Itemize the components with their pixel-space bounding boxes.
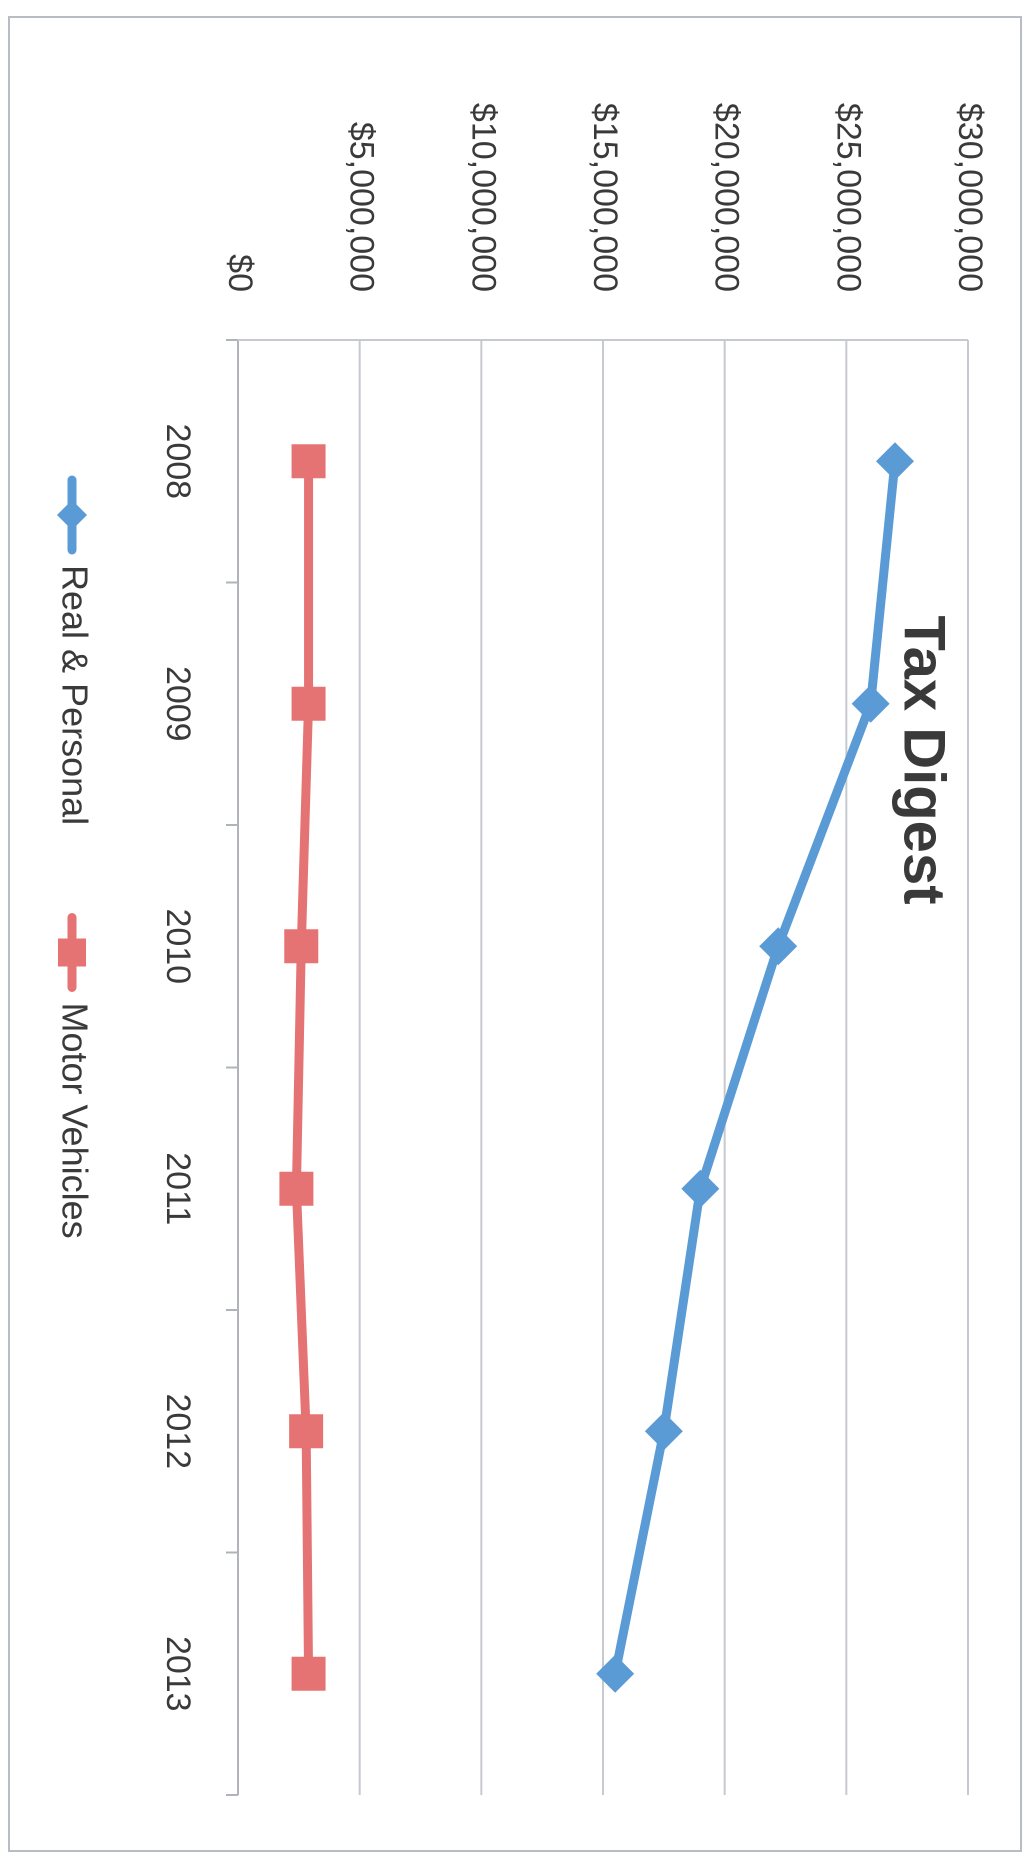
- square-marker: [291, 444, 326, 479]
- legend: Real & Personal Motor Vehicles: [54, 475, 95, 1239]
- series-motor-vehicles: [279, 444, 326, 1691]
- diamond-marker: [681, 1169, 720, 1208]
- legend-label: Motor Vehicles: [54, 1003, 95, 1239]
- square-marker: [279, 1171, 314, 1206]
- gridlines: [358, 340, 969, 1795]
- y-tick-label: $0: [221, 254, 259, 292]
- y-tick-label: $10,000,000: [464, 103, 502, 292]
- legend-item: Real & Personal: [54, 475, 95, 825]
- x-tick-label: 2012: [159, 1393, 197, 1469]
- diamond-marker: [57, 500, 87, 530]
- series-layer: [279, 442, 914, 1693]
- square-marker: [284, 929, 319, 964]
- series-line: [291, 456, 314, 1679]
- square-marker: [58, 938, 86, 967]
- square-marker: [289, 1414, 324, 1449]
- labels: $0 $5,000,000 $10,000,000 $15,000,000 $20,00…: [159, 103, 989, 1712]
- x-tick-label: 2011: [159, 1152, 197, 1225]
- y-tick-label: $25,000,000: [829, 103, 867, 292]
- diamond-marker: [644, 1412, 683, 1451]
- chart-title: Tax Digest: [892, 615, 957, 904]
- diamond-marker: [596, 1654, 635, 1693]
- y-tick-label: $20,000,000: [708, 103, 746, 292]
- y-tick-label: $30,000,000: [951, 103, 989, 292]
- y-tick-label: $5,000,000: [343, 122, 381, 292]
- legend-item: Motor Vehicles: [54, 913, 95, 1239]
- diamond-marker: [876, 442, 914, 481]
- x-tick-label: 2013: [159, 1636, 197, 1712]
- x-tick-label: 2008: [159, 423, 197, 499]
- series-line: [610, 456, 900, 1679]
- square-marker: [291, 686, 326, 721]
- diamond-marker: [759, 927, 798, 966]
- legend-label: Real & Personal: [54, 565, 95, 825]
- series-real-personal: [596, 442, 914, 1693]
- x-tick-label: 2010: [159, 908, 197, 984]
- axes: [226, 339, 968, 1796]
- x-tick-label: 2009: [159, 666, 197, 742]
- chart-frame: [8, 16, 1022, 1852]
- diamond-marker: [851, 684, 890, 723]
- y-tick-label: $15,000,000: [586, 103, 624, 292]
- square-marker: [291, 1656, 326, 1691]
